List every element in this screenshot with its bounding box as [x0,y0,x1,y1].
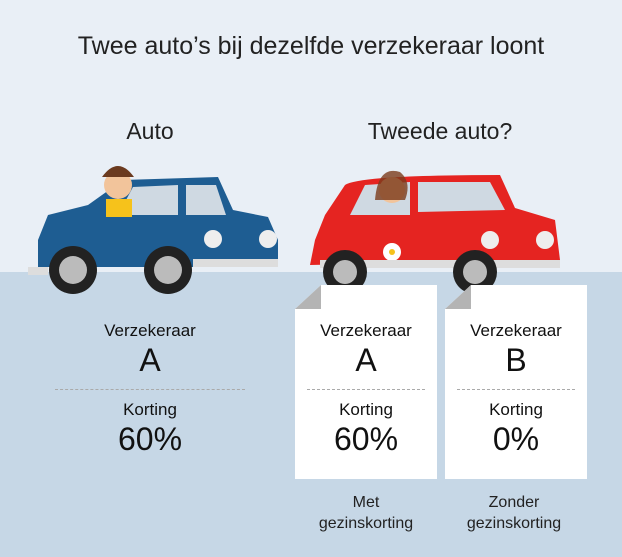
divider [307,389,425,390]
card-insurer-b: Verzekeraar B Korting 0% [445,285,587,479]
caption-with-family-discount: Met gezinskorting [286,492,446,534]
insurer-label: Verzekeraar [320,321,412,340]
insurer-value: B [505,342,527,378]
insurer-label: Verzekeraar [104,321,196,340]
caption-line: Zonder [488,494,540,511]
card-insurer-a: Verzekeraar A Korting 60% [295,285,437,479]
blue-car-illustration [28,166,278,294]
discount-value: 60% [117,421,183,457]
discount-value: 60% [333,421,399,457]
discount-label: Korting [339,400,393,419]
discount-label: Korting [123,400,177,419]
page-title: Twee auto’s bij dezelfde verzekeraar loo… [77,32,545,60]
red-car-illustration [310,170,560,294]
current-car-info: Verzekeraar A Korting 60% [55,321,245,458]
heading-auto: Auto [126,118,174,144]
heading-second-car: Tweede auto? [367,118,513,144]
insurer-label: Verzekeraar [470,321,562,340]
discount-value: 0% [492,421,540,457]
discount-label: Korting [489,400,543,419]
insurer-value: A [355,342,377,378]
caption-line: gezinskorting [318,515,414,532]
insurer-value: A [139,342,161,378]
divider [457,389,575,390]
caption-line: Met [352,494,380,511]
divider [55,389,245,390]
caption-without-family-discount: Zonder gezinskorting [434,492,594,534]
caption-line: gezinskorting [466,515,562,532]
